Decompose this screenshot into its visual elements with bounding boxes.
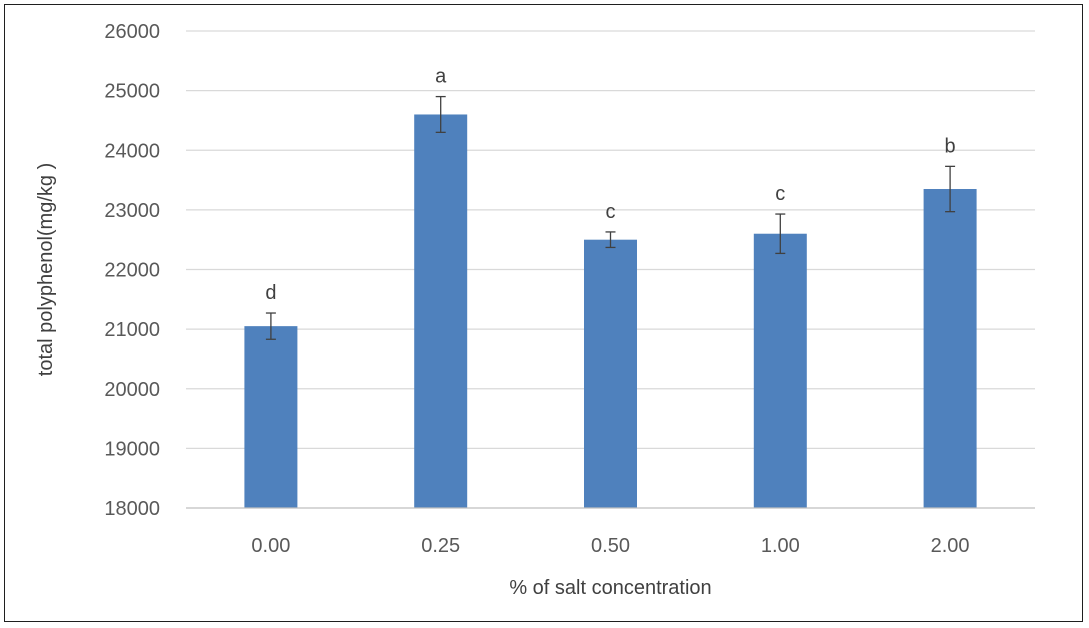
chart-frame xyxy=(4,4,1083,622)
bar xyxy=(244,326,298,508)
x-tick-label: 0.50 xyxy=(591,535,630,557)
significance-labels: d a c c b xyxy=(265,66,955,304)
significance-label: a xyxy=(435,66,447,88)
y-axis-ticks: 18000 19000 20000 21000 22000 23000 24000 25000… xyxy=(104,21,160,520)
gridlines xyxy=(186,30,1035,449)
significance-label: c xyxy=(775,183,785,205)
y-tick-label: 19000 xyxy=(104,438,160,460)
y-tick-label: 25000 xyxy=(104,81,160,103)
bar xyxy=(584,239,637,508)
significance-label: c xyxy=(606,201,616,223)
bar xyxy=(753,233,807,508)
y-tick-label: 23000 xyxy=(104,200,160,222)
y-tick-label: 21000 xyxy=(104,319,160,341)
bar xyxy=(923,189,977,508)
y-tick-label: 22000 xyxy=(104,260,160,282)
x-axis-ticks: 0.00 0.25 0.50 1.00 2.00 xyxy=(251,535,969,557)
x-tick-label: 2.00 xyxy=(931,535,970,557)
bar xyxy=(414,114,468,508)
significance-label: b xyxy=(945,135,956,157)
x-axis-title: % of salt concentration xyxy=(509,577,711,599)
error-bars xyxy=(265,95,956,340)
x-tick-label: 0.00 xyxy=(251,535,290,557)
x-tick-label: 1.00 xyxy=(761,535,800,557)
y-tick-label: 26000 xyxy=(104,21,160,43)
y-tick-label: 20000 xyxy=(104,379,160,401)
y-tick-label: 18000 xyxy=(104,498,160,520)
y-axis-title: total polyphenol(mg/kg ) xyxy=(35,163,57,376)
bars xyxy=(244,114,977,508)
significance-label: d xyxy=(265,282,276,304)
y-tick-label: 24000 xyxy=(104,140,160,162)
x-tick-label: 0.25 xyxy=(421,535,460,557)
